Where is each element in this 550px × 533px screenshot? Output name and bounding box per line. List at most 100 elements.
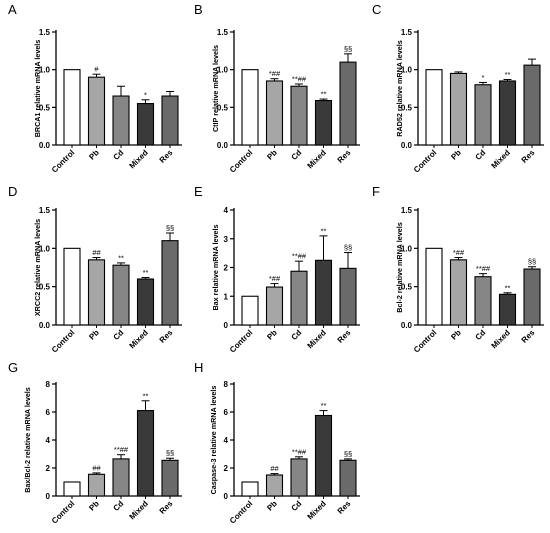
x-tick-label: Mixed xyxy=(306,328,328,350)
y-tick-label: 0.0 xyxy=(401,321,413,330)
panel-letter: C xyxy=(372,2,381,17)
panel-letter: D xyxy=(8,184,17,199)
significance-label: **## xyxy=(292,447,307,456)
bar-res xyxy=(161,95,179,146)
x-tick-label: Pb xyxy=(87,148,101,162)
panel-letter: H xyxy=(194,360,203,375)
bar-cd xyxy=(474,276,492,326)
bar-res xyxy=(161,240,179,326)
x-tick-label: Control xyxy=(228,148,254,174)
x-tick-label: Pb xyxy=(87,328,101,342)
x-tick-label: Pb xyxy=(265,328,279,342)
x-tick-label: Mixed xyxy=(490,328,512,350)
y-tick-label: 1.5 xyxy=(217,28,229,37)
bar-cd xyxy=(112,95,130,146)
y-axis-label: Bcl-2 relative mRNA levels xyxy=(395,222,404,312)
bar-control xyxy=(241,481,259,497)
x-tick-label: Pb xyxy=(449,328,463,342)
bar-res xyxy=(523,64,541,146)
y-tick-label: 6 xyxy=(224,408,229,417)
y-tick-label: 0.0 xyxy=(217,141,229,150)
bar-mixed xyxy=(136,103,155,146)
y-tick-label: 1.5 xyxy=(401,28,413,37)
bar-res xyxy=(339,267,357,326)
panel-letter: G xyxy=(8,360,18,375)
bar-res xyxy=(339,61,357,146)
bar-control xyxy=(241,295,259,326)
x-tick-label: Mixed xyxy=(490,148,512,170)
bar-mixed xyxy=(136,410,155,497)
bar-res xyxy=(339,459,357,497)
y-tick-label: 4 xyxy=(224,436,229,445)
x-tick-label: Cd xyxy=(112,499,126,513)
y-tick-label: 2 xyxy=(224,464,229,473)
significance-label: §§ xyxy=(344,449,352,458)
x-tick-label: Mixed xyxy=(128,148,150,170)
y-tick-label: 0.5 xyxy=(217,103,229,112)
x-tick-label: Pb xyxy=(87,499,101,513)
bar-cd xyxy=(112,264,130,326)
x-tick-label: Mixed xyxy=(306,499,328,521)
significance-label: **## xyxy=(292,252,307,261)
x-tick-label: Cd xyxy=(112,328,126,342)
x-tick-label: Pb xyxy=(265,148,279,162)
bar-pb xyxy=(449,259,468,326)
significance-label: §§ xyxy=(528,257,536,266)
panel-c: C RAD52 relative mRNA levels 0.0 0.5 1.0 1.5 C… xyxy=(372,2,544,175)
panel-letter: A xyxy=(8,2,17,17)
panel-letter: E xyxy=(194,184,203,199)
significance-label: ** xyxy=(321,90,327,99)
y-tick-label: 0.0 xyxy=(39,321,51,330)
y-tick-label: 1.5 xyxy=(39,28,51,37)
bar-pb xyxy=(265,474,284,497)
bar-pb xyxy=(87,76,106,146)
bar-cd xyxy=(290,458,308,497)
panel-e: E Bax relative mRNA levels 0 1 2 3 4 Control *##… xyxy=(194,184,360,355)
x-tick-label: Res xyxy=(158,328,175,345)
bar-cd xyxy=(290,270,308,326)
bar-mixed xyxy=(314,259,333,326)
significance-label: * xyxy=(144,90,147,99)
bar-control xyxy=(241,69,259,146)
x-tick-label: Control xyxy=(50,499,76,525)
x-tick-label: Cd xyxy=(112,148,126,162)
bar-pb xyxy=(87,473,106,497)
y-tick-label: 2 xyxy=(46,464,51,473)
significance-label: ** xyxy=(321,401,327,410)
y-tick-label: 4 xyxy=(224,206,229,215)
x-tick-label: Control xyxy=(50,148,76,174)
significance-label: ## xyxy=(270,464,279,473)
significance-label: ** xyxy=(505,70,511,79)
bar-control xyxy=(63,247,81,326)
bar-mixed xyxy=(314,414,333,497)
panel-g: G Bax/Bcl-2 relative mRNA levels 0 2 4 6 8 Cont… xyxy=(8,360,182,526)
y-tick-label: 4 xyxy=(46,436,51,445)
significance-label: *## xyxy=(269,274,281,283)
y-tick-label: 2 xyxy=(224,264,229,273)
y-tick-label: 0.5 xyxy=(39,103,51,112)
bar-mixed xyxy=(314,100,333,146)
significance-label: §§ xyxy=(166,449,174,458)
y-tick-label: 1 xyxy=(224,292,229,301)
y-tick-label: 0.0 xyxy=(39,141,51,150)
y-tick-label: 0.5 xyxy=(39,283,51,292)
x-tick-label: Res xyxy=(336,499,353,516)
x-tick-label: Res xyxy=(520,148,537,165)
bar-res xyxy=(161,459,179,497)
bar-control xyxy=(425,247,443,326)
significance-label: **## xyxy=(114,445,129,454)
panel-f: F Bcl-2 relative mRNA levels 0.0 0.5 1.0 1.5 C… xyxy=(372,184,544,355)
x-tick-label: Mixed xyxy=(306,148,328,170)
panel-d: D XRCC2 relative mRNA levels 0.0 0.5 1.0 1.5 C… xyxy=(8,184,182,355)
y-tick-label: 1.0 xyxy=(39,244,51,253)
bar-control xyxy=(425,69,443,146)
bar-mixed xyxy=(498,293,517,326)
y-tick-label: 1.5 xyxy=(401,206,413,215)
y-tick-label: 1.0 xyxy=(39,66,51,75)
bar-control xyxy=(63,481,81,497)
panel-letter: F xyxy=(372,184,380,199)
x-tick-label: Mixed xyxy=(128,328,150,350)
y-tick-label: 0.0 xyxy=(401,141,413,150)
y-tick-label: 1.0 xyxy=(217,66,229,75)
x-tick-label: Control xyxy=(228,328,254,354)
